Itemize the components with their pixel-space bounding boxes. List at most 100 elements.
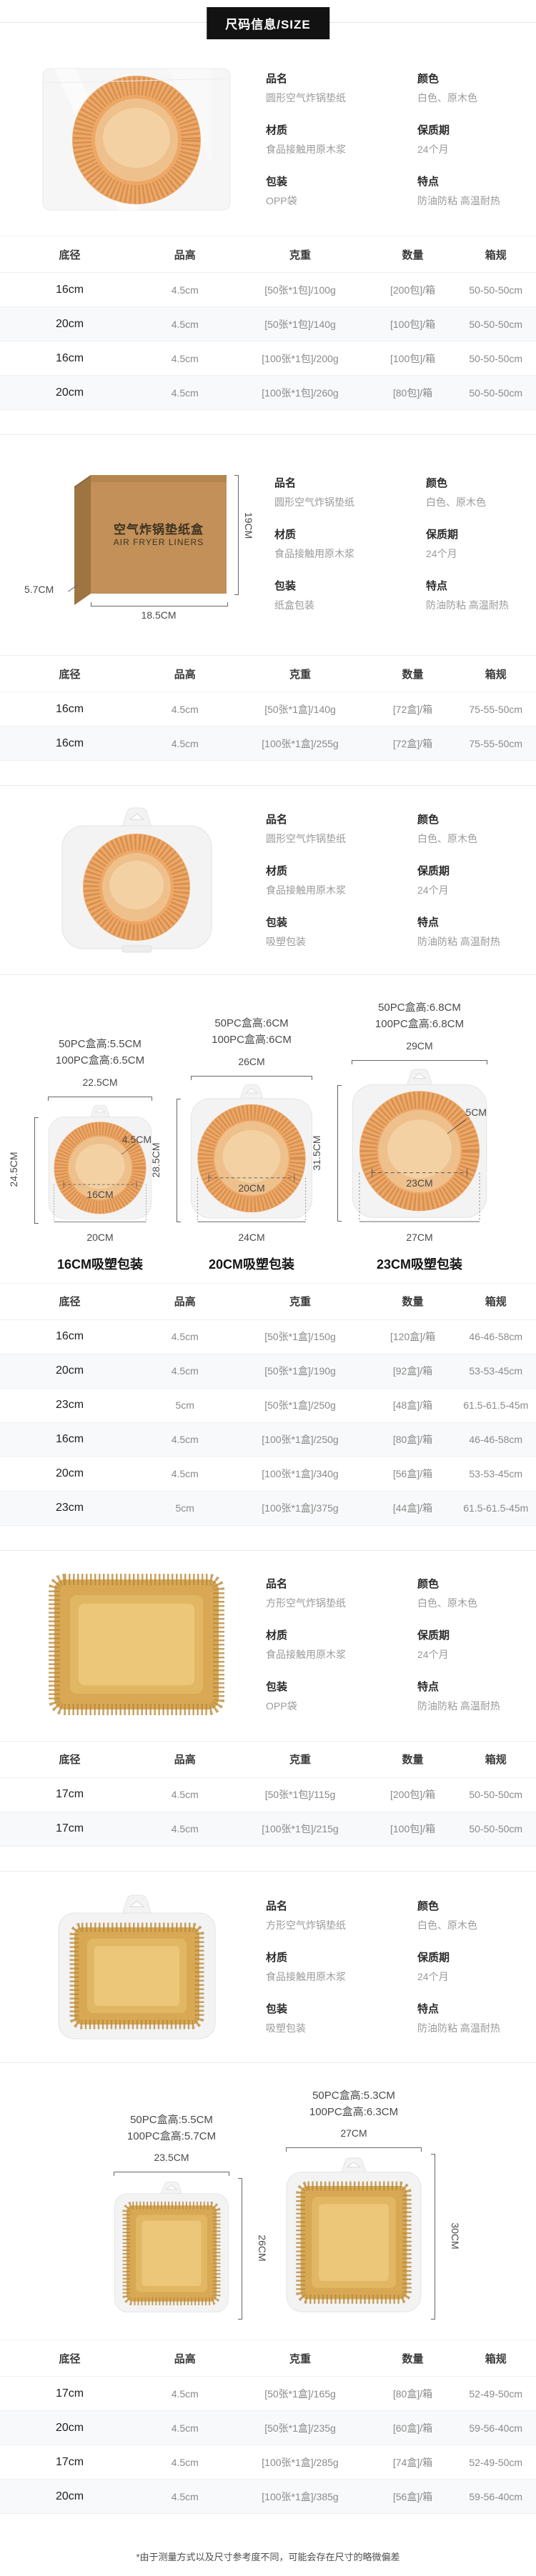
table-cell: [60盒]/箱 [370, 2421, 456, 2435]
spec-value: 24个月 [417, 883, 515, 897]
spec-item: 颜色白色、原木色 [417, 71, 515, 105]
table-cell: 4.5cm [139, 387, 231, 399]
diagram-body: 31.5CM 23CM [349, 1067, 490, 1227]
table-cell: 17cm [0, 1822, 139, 1835]
bottom-width-label: 20CM [86, 1232, 113, 1243]
spec-label: 特点 [417, 914, 515, 929]
table-cell: 5cm [139, 1399, 231, 1411]
table-cell: [200包]/箱 [370, 1787, 456, 1802]
box-height-note: 50PC盒高:6.8CM [378, 999, 461, 1016]
diagram-body: 30CM [284, 2154, 424, 2318]
table-header-cell: 品高 [139, 247, 231, 262]
table-cell: 75-55-50cm [456, 704, 536, 715]
table-cell: [100张*1盒]/385g [231, 2490, 370, 2504]
table-cell: [50张*1盒]/235g [231, 2421, 370, 2435]
box-height-note: 100PC盒高:6.5CM [56, 1052, 144, 1069]
table-header-cell: 克重 [231, 2351, 370, 2366]
diagram-height-bracket [238, 2178, 242, 2320]
table-cell: 75-55-50cm [456, 738, 536, 749]
table-header-cell: 克重 [231, 1752, 370, 1767]
table-cell: 20cm [0, 1467, 139, 1480]
table-cell: 5cm [139, 1502, 231, 1514]
diagram-height-bracket [177, 1099, 181, 1222]
table-cell: [44盒]/箱 [370, 1501, 456, 1515]
bottom-width-label: 24CM [238, 1232, 264, 1243]
table-cell: 17cm [0, 2456, 139, 2469]
table-header-cell: 底径 [0, 1752, 139, 1767]
table-cell: [80包]/箱 [370, 386, 456, 400]
table-header-cell: 品高 [139, 2351, 231, 2366]
spec-value: 圆形空气炸锅垫纸 [274, 495, 417, 509]
spec-item: 材质食品接触用原木浆 [274, 526, 417, 561]
table-cell: 16cm [0, 1433, 139, 1446]
spec-label: 品名 [266, 71, 409, 86]
table-header-row: 底径品高克重数量箱规 [0, 655, 536, 692]
blister-shell-graphic [284, 2154, 424, 2315]
table-cell: 4.5cm [139, 353, 231, 364]
table-header-row: 底径品高克重数量箱规 [0, 236, 536, 273]
table-cell: 59-56-40cm [456, 2422, 536, 2434]
table-cell: [72盒]/箱 [370, 702, 456, 717]
table-cell: 59-56-40cm [456, 2491, 536, 2502]
size-diagram-square-20cm: 50PC盒高:5.3CM 100PC盒高:6.3CM 27CM 30CM [284, 2087, 424, 2319]
round-liner-opp-image [23, 64, 250, 214]
table-cell: 4.5cm [139, 1434, 231, 1445]
table-cell: [100张*1盒]/340g [231, 1467, 370, 1481]
spec-label: 特点 [417, 2001, 515, 2016]
table-header-cell: 箱规 [456, 1752, 536, 1767]
table-cell: 4.5cm [139, 1365, 231, 1377]
table-cell: [100张*1盒]/375g [231, 1501, 370, 1515]
table-header-cell: 数量 [370, 1752, 456, 1767]
table-cell: 16cm [0, 737, 139, 750]
table-header-cell: 克重 [231, 247, 370, 262]
table-cell: 4.5cm [139, 2422, 231, 2434]
square-blister-photo [53, 1890, 221, 2044]
depth-label: 5CM [466, 1107, 487, 1118]
diagram-width-bracket [191, 1076, 313, 1080]
spec-item: 特点防油防粘 高温耐热 [426, 578, 515, 612]
table-header-cell: 品高 [139, 1752, 231, 1767]
page-title: 尺码信息/SIZE [207, 7, 329, 39]
spec-value: 白色、原木色 [417, 1918, 515, 1932]
table-header-cell: 箱规 [456, 2351, 536, 2366]
blister-shell-graphic [112, 2178, 231, 2315]
square-liner-photo [33, 1569, 240, 1719]
square-size-diagrams: 50PC盒高:5.5CM 100PC盒高:5.7CM 23.5CM 26CM [0, 2062, 536, 2337]
spec-value: 防油防粘 高温耐热 [417, 1699, 515, 1713]
spec-value: 白色、原木色 [417, 91, 515, 105]
diagram-width-label: 26CM [238, 1056, 264, 1067]
spec-value: 方形空气炸锅垫纸 [266, 1918, 409, 1932]
spec-label: 品名 [266, 1576, 409, 1591]
spec-label: 包装 [266, 2001, 409, 2016]
size-diagram-23cm: 50PC盒高:6.8CM 100PC盒高:6.8CM 29CM 31.5CM [349, 999, 490, 1273]
table-cell: 20cm [0, 1364, 139, 1377]
spec-label: 品名 [266, 1898, 409, 1913]
table-cell: 23cm [0, 1502, 139, 1514]
spec-value: 防油防粘 高温耐热 [417, 2021, 515, 2035]
box-width-label: 18.5CM [91, 609, 227, 621]
inner-diameter-label: 23CM [406, 1177, 432, 1189]
spec-label: 品名 [274, 475, 417, 490]
box-height-note: 50PC盒高:5.5CM [59, 1036, 142, 1052]
table-cell: [56盒]/箱 [370, 1467, 456, 1481]
table-cell: 61.5-61.5-45m [456, 1502, 536, 1514]
spec-label: 颜色 [417, 1576, 515, 1591]
table-cell: [48盒]/箱 [370, 1398, 456, 1412]
spec-item: 特点防油防粘 高温耐热 [417, 1679, 515, 1713]
diagram-body: 24.5CM 16CM [46, 1103, 154, 1227]
table-cell: [200包]/箱 [370, 283, 456, 297]
